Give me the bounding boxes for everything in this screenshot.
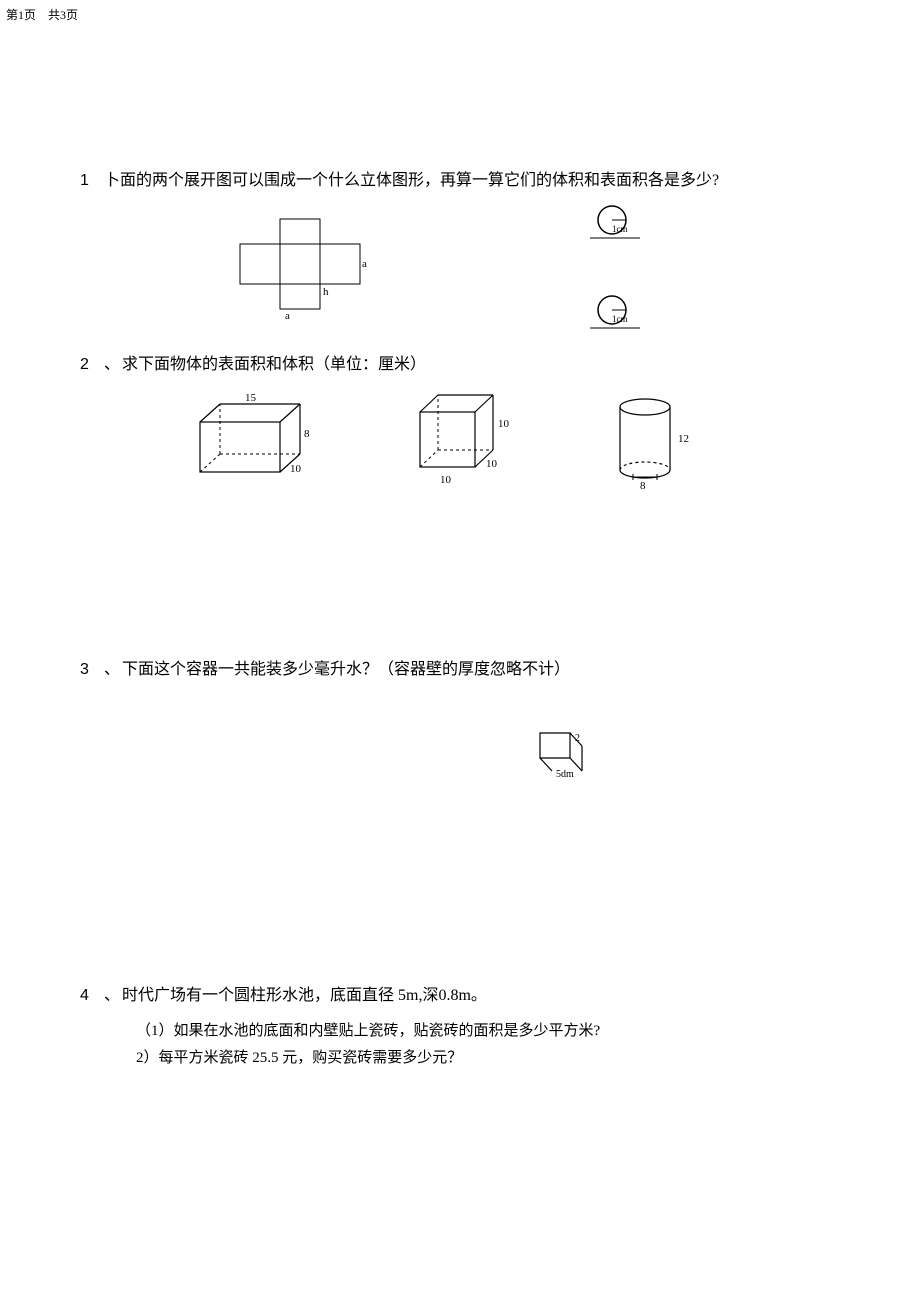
circle-label-2: 1cm (612, 314, 628, 324)
q2-text: 求下面物体的表面积和体积（单位：厘米） (122, 352, 840, 378)
content-area: 1 卜面的两个展开图可以围成一个什么立体图形，再算一算它们的体积和表面积各是多少… (80, 168, 840, 1090)
q1-number: 1 (80, 168, 104, 194)
cube-a: 10 (498, 418, 510, 430)
q2-sep: 、 (104, 352, 122, 378)
cuboid-l: 15 (245, 392, 257, 404)
question-2: 2 、 求下面物体的表面积和体积（单位：厘米） (80, 352, 840, 498)
q1-net-figure: a a h (230, 209, 390, 329)
q3-text: 下面这个容器一共能装多少毫升水？（容器壁的厚度忽略不计） (122, 657, 840, 683)
q4-text: 时代广场有一个圆柱形水池，底面直径 5m,深0.8m。 (122, 983, 840, 1009)
question-1: 1 卜面的两个展开图可以围成一个什么立体图形，再算一算它们的体积和表面积各是多少… (80, 168, 840, 334)
q3-figure: 2 5dm (300, 723, 840, 783)
q2-cuboid: 15 8 10 (190, 392, 320, 492)
page-header: 第1页 共3页 (6, 6, 78, 23)
q1-circle-bottom: 1cm (590, 294, 640, 334)
q4-sub1: （1）如果在水池的底面和内壁贴上瓷砖，贴瓷砖的面积是多少平方米? (136, 1018, 840, 1045)
q4-sep: 、 (104, 983, 122, 1009)
q3-base: 5dm (556, 769, 574, 780)
q1-circle-top: 1cm (590, 204, 640, 244)
q2-cube: 10 10 10 (410, 387, 520, 497)
net-label-h: h (323, 286, 329, 298)
cube-b: 10 (486, 458, 498, 470)
q3-number: 3 (80, 657, 104, 683)
q1-text: 卜面的两个展开图可以围成一个什么立体图形，再算一算它们的体积和表面积各是多少? (104, 168, 840, 194)
q2-cylinder: 8 12 (610, 392, 710, 492)
q3-sep: 、 (104, 657, 122, 683)
cube-c: 10 (440, 474, 452, 486)
circle-label-1: 1cm (612, 224, 628, 234)
cyl-h: 12 (678, 433, 689, 445)
q2-number: 2 (80, 352, 104, 378)
q3-h: 2 (575, 733, 580, 744)
net-label-a-bottom: a (285, 310, 290, 322)
cuboid-h: 8 (304, 428, 310, 440)
question-4: 4 、 时代广场有一个圆柱形水池，底面直径 5m,深0.8m。 （1）如果在水池… (80, 983, 840, 1073)
question-3: 3 、 下面这个容器一共能装多少毫升水？（容器壁的厚度忽略不计） 2 5dm (80, 657, 840, 783)
cuboid-w: 10 (290, 463, 302, 475)
net-label-a-right: a (362, 258, 367, 270)
cyl-d: 8 (640, 480, 646, 492)
q4-number: 4 (80, 983, 104, 1009)
q4-sub2: 2）每平方米瓷砖 25.5 元，购买瓷砖需要多少元？ (136, 1045, 840, 1072)
